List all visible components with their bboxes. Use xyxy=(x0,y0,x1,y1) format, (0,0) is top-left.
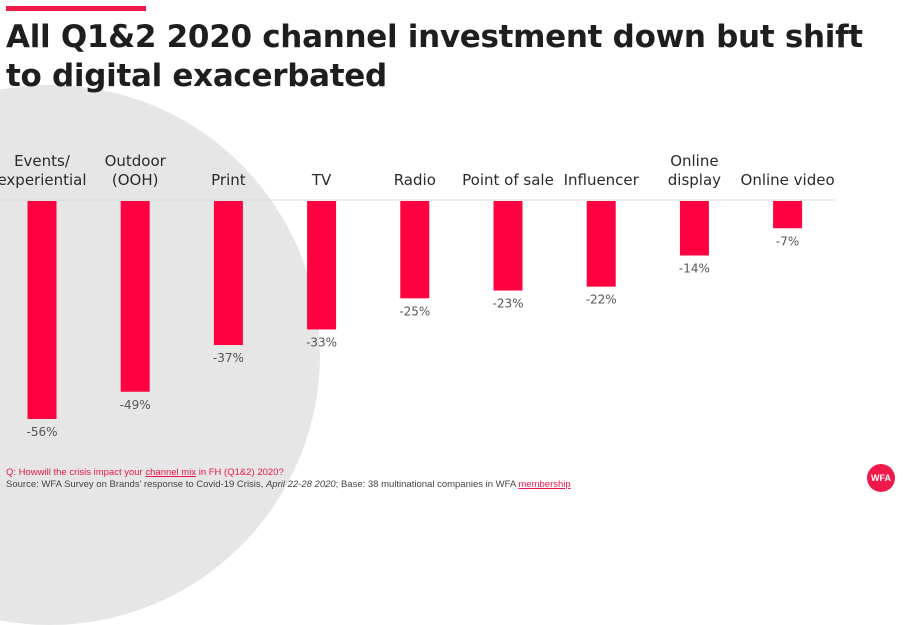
title-accent-bar xyxy=(6,6,146,11)
source-base: ; Base: 38 multinational companies in WF… xyxy=(335,479,519,490)
value-label: -56% xyxy=(26,425,57,439)
category-label: Influencer xyxy=(564,171,640,189)
category-label: Events/ xyxy=(14,152,71,170)
bar xyxy=(120,201,150,392)
category-label: Point of sale xyxy=(462,171,554,189)
bar xyxy=(400,201,430,299)
question-suffix: in FH (Q1&2) 2020? xyxy=(196,467,284,478)
value-label: -25% xyxy=(399,304,430,318)
value-label: -37% xyxy=(213,351,244,365)
source-text: Source: WFA Survey on Brands’ response t… xyxy=(6,479,266,490)
bar-chart: -56% Events/experiential -49% Outdoor(OOH) -… xyxy=(0,152,835,439)
bar xyxy=(679,201,709,256)
bar xyxy=(773,201,803,229)
value-label: -22% xyxy=(586,293,617,307)
value-label: -23% xyxy=(492,297,523,311)
page-title: All Q1&2 2020 channel investment down bu… xyxy=(6,19,863,94)
source-note: Source: WFA Survey on Brands’ response t… xyxy=(6,479,571,491)
wfa-logo: WFA xyxy=(867,464,895,492)
category-label: Online video xyxy=(741,171,835,189)
value-label: -49% xyxy=(120,398,151,412)
channel-mix-link[interactable]: channel mix xyxy=(145,467,197,478)
source-date: April 22-28 2020 xyxy=(265,479,336,490)
bar xyxy=(493,201,523,291)
bar xyxy=(307,201,337,330)
membership-link[interactable]: membership xyxy=(518,479,571,490)
category-label: Radio xyxy=(394,171,436,189)
bar xyxy=(27,201,57,419)
bar xyxy=(586,201,616,287)
footer-notes: Q: Howwill the crisis impact your channe… xyxy=(6,467,571,491)
survey-question: Q: Howwill the crisis impact your channe… xyxy=(6,467,571,479)
category-label: (OOH) xyxy=(112,171,159,189)
category-label: display xyxy=(668,171,721,189)
category-label: Online xyxy=(670,152,718,170)
category-label: Print xyxy=(211,171,246,189)
bar xyxy=(213,201,243,346)
value-label: -33% xyxy=(306,335,337,349)
value-label: -14% xyxy=(679,262,710,276)
value-label: -7% xyxy=(776,234,799,248)
category-label: TV xyxy=(311,171,332,189)
question-text: Q: Howwill the crisis impact your xyxy=(6,467,146,478)
category-label: experiential xyxy=(0,171,87,189)
category-label: Outdoor xyxy=(105,152,167,170)
